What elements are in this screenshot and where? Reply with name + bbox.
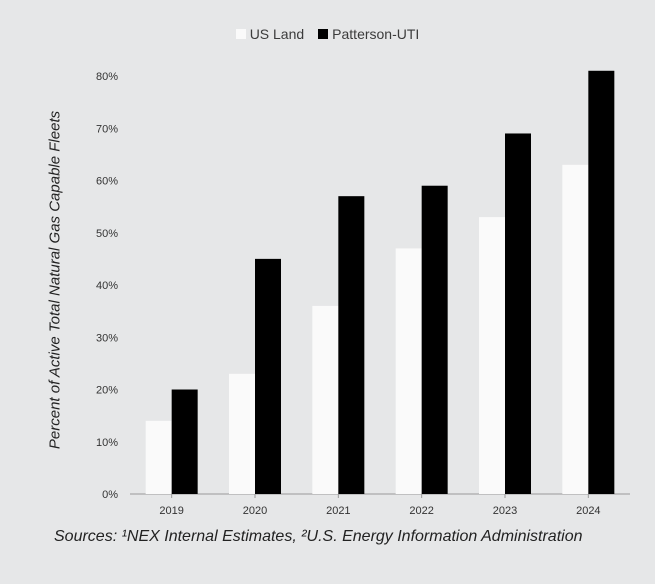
bar-us-land: [229, 373, 255, 494]
y-tick-label: 60%: [96, 176, 118, 188]
y-tick-label: 50%: [96, 228, 118, 240]
x-tick-label: 2021: [326, 505, 350, 517]
legend-label-patterson-uti: Patterson-UTI: [332, 26, 420, 42]
bar-us-land: [479, 217, 505, 494]
x-tick-label: 2023: [493, 505, 517, 517]
legend-item-patterson-uti: Patterson-UTI: [318, 26, 419, 42]
y-tick-label: 70%: [96, 123, 118, 135]
bar-us-land: [395, 248, 422, 494]
bar-us-land: [145, 420, 172, 494]
bar-patterson-uti: [338, 196, 365, 495]
y-tick-label: 40%: [96, 280, 118, 292]
legend-label-us-land: US Land: [249, 26, 305, 42]
bar-patterson-uti: [505, 133, 531, 494]
bar-patterson-uti: [588, 70, 615, 495]
legend-swatch-patterson-uti: [318, 29, 329, 39]
x-tick-label: 2020: [243, 505, 267, 517]
y-tick-label: 20%: [96, 385, 118, 397]
legend: US Land Patterson-UTI: [0, 26, 655, 42]
legend-swatch-us-land: [235, 29, 246, 39]
bar-patterson-uti: [171, 389, 198, 494]
legend-item-us-land: US Land: [235, 26, 305, 42]
y-tick-label: 80%: [96, 71, 118, 83]
bar-patterson-uti: [255, 258, 281, 494]
x-tick-label: 2022: [409, 505, 433, 517]
x-tick-label: 2024: [576, 505, 600, 517]
y-tick-label: 10%: [96, 437, 118, 449]
source-note: Sources: ¹NEX Internal Estimates, ²U.S. …: [54, 528, 583, 545]
y-tick-label: 0%: [102, 489, 118, 501]
bar-patterson-uti: [421, 185, 448, 494]
bar-us-land: [562, 164, 589, 494]
y-tick-label: 30%: [96, 332, 118, 344]
x-tick-label: 2019: [159, 505, 183, 517]
bar-us-land: [312, 305, 339, 494]
